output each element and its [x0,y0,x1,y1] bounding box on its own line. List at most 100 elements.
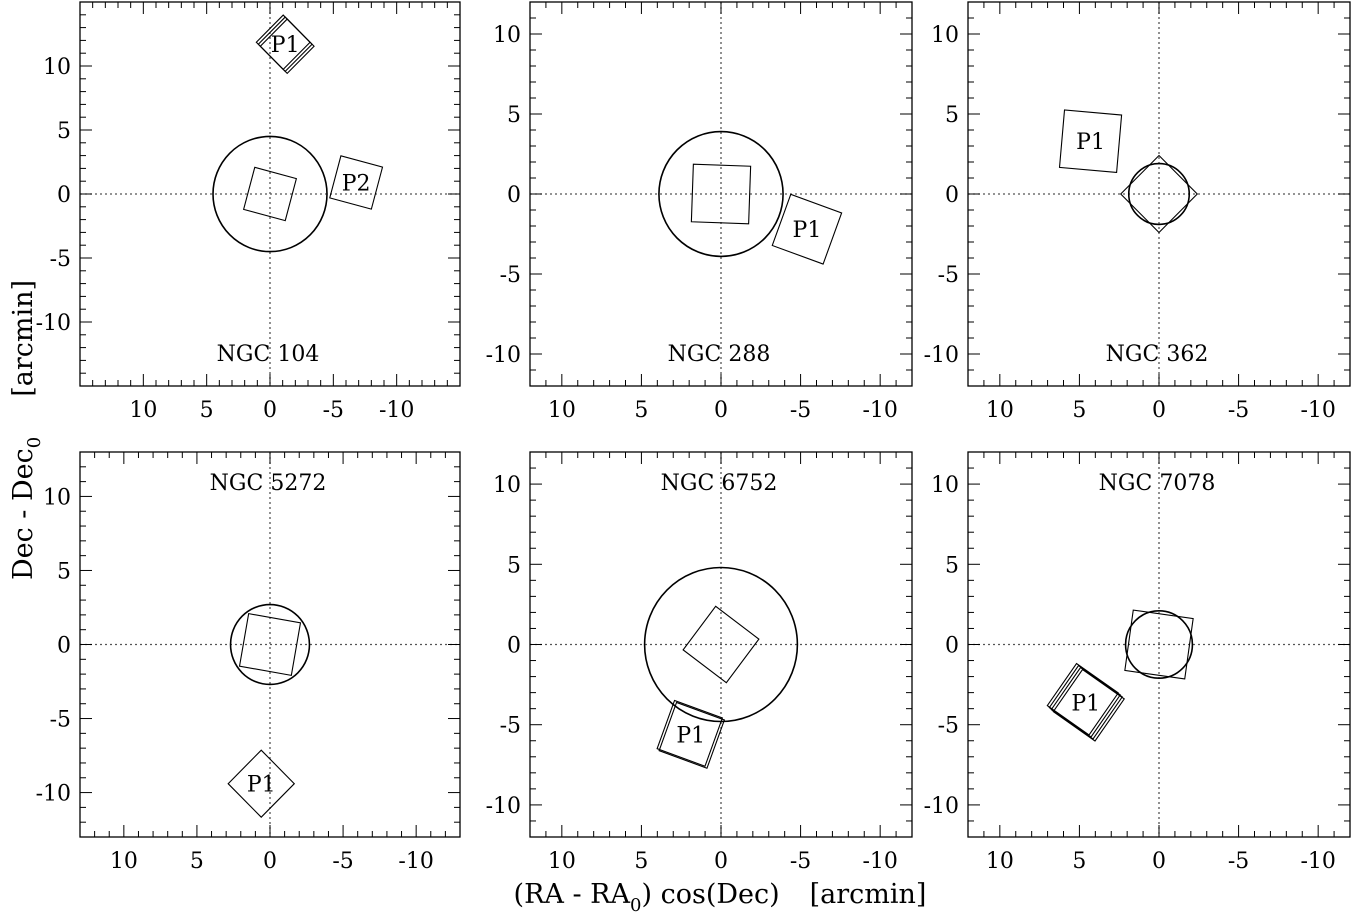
x-tick-label: -10 [1300,398,1335,423]
y-tick-label: 10 [43,55,71,80]
y-tick-label: 0 [507,183,521,208]
y-tick-label: 0 [945,634,959,659]
x-tick-label: 10 [986,849,1014,874]
y-tick-label: 5 [57,559,71,584]
panel-title: NGC 104 [217,342,320,367]
central-pointing-square [690,163,752,225]
y-tick-label: -10 [36,311,71,336]
x-tick-label: -5 [1228,849,1249,874]
x-axis-title-tail: ) cos(Dec) [641,879,779,910]
x-tick-label: 10 [110,849,138,874]
y-tick-label: 0 [507,634,521,659]
central-pointing-square [242,166,298,222]
fov-circle [1127,162,1191,226]
fov-circle [658,130,784,258]
y-tick-label: 0 [945,183,959,208]
panel-2: 10 5 0 -5 -10 10 5 0 -5 -10 P1 NGC 362 [924,1,1351,423]
panel-0: 10 5 0 -5 -10 10 5 0 -5 -10 P1 P2 NGC 104 [36,1,461,423]
panel-title: NGC 288 [668,342,771,367]
panel-title: NGC 7078 [1099,471,1216,496]
y-axis-title: Dec - Dec0 [arcmin] [8,280,45,580]
y-tick-label: 10 [931,23,959,48]
panel-4: 10 5 0 -5 -10 10 5 0 -5 -10 P1 NGC 6752 [486,451,913,874]
x-axis-title-main: (RA - RA [514,879,631,910]
y-tick-label: 10 [931,473,959,498]
x-tick-label: -5 [790,398,811,423]
pointing-label: P1 [1071,691,1100,716]
pointing-label: P1 [676,723,705,748]
panel-title: NGC 6752 [661,471,778,496]
x-tick-label: 10 [548,398,576,423]
x-axis-title-sub: 0 [630,895,641,915]
panel-frame [967,1,1351,387]
x-tick-label: 10 [548,849,576,874]
x-axis-title: (RA - RA0) cos(Dec) [arcmin] [514,879,927,915]
pointing-square [658,701,726,769]
y-tick-label: 10 [43,485,71,510]
central-pointing-square [238,612,302,677]
panel-frame [529,451,913,838]
panel-5: 10 5 0 -5 -10 10 5 0 -5 -10 P1 NGC 7078 [924,451,1351,874]
pointing-label: P1 [1076,130,1105,155]
y-tick-label: 0 [57,183,71,208]
pointing-square [259,18,315,75]
y-axis-title-main: Dec - Dec [8,448,39,580]
pointing-label: P1 [793,218,822,243]
panel-frame [529,1,913,387]
x-tick-label: -10 [1300,849,1335,874]
x-tick-label: 0 [1152,849,1166,874]
y-tick-label: -10 [924,343,959,368]
pointing-label: P1 [271,33,300,58]
y-tick-label: -5 [500,263,521,288]
pointing-square [1052,668,1126,742]
x-tick-label: -5 [1228,398,1249,423]
y-tick-label: -10 [486,343,521,368]
y-tick-label: -10 [36,782,71,807]
y-tick-label: 10 [493,23,521,48]
x-tick-label: -10 [862,398,897,423]
pointing-square [227,749,296,818]
y-tick-label: 10 [493,473,521,498]
central-pointing-square [1119,154,1199,234]
y-tick-label: -5 [50,247,71,272]
x-tick-label: -5 [790,849,811,874]
x-tick-label: 5 [1072,849,1086,874]
x-tick-label: 0 [1152,398,1166,423]
y-tick-label: 0 [57,634,71,659]
fov-circle [1124,610,1194,679]
pointing-square [771,193,843,265]
x-axis-title-unit: [arcmin] [810,879,927,910]
panel-frame [79,1,461,387]
y-tick-label: 5 [507,103,521,128]
panel-title: NGC 362 [1106,342,1209,367]
x-tick-label: 10 [986,398,1014,423]
y-axis-title-unit: [arcmin] [8,280,39,397]
y-tick-label: 5 [945,103,959,128]
panel-frame [79,451,461,838]
y-tick-label: -5 [938,714,959,739]
y-tick-label: -10 [924,794,959,819]
y-tick-label: -5 [500,714,521,739]
pointing-label: P1 [247,773,276,798]
x-tick-label: 5 [190,849,204,874]
x-tick-label: 5 [634,398,648,423]
y-tick-label: 5 [57,119,71,144]
x-tick-label: 0 [263,398,277,423]
y-tick-label: -5 [938,263,959,288]
fov-circle [229,603,311,686]
central-pointing-square [1124,609,1194,680]
pointing-square [1058,109,1123,173]
x-tick-label: 5 [634,849,648,874]
x-tick-label: -10 [862,849,897,874]
x-tick-label: -5 [323,398,344,423]
pointing-label: P2 [342,171,371,196]
x-tick-label: -10 [398,849,433,874]
x-tick-label: 5 [1072,398,1086,423]
fov-circle [212,135,328,253]
x-tick-label: 0 [714,398,728,423]
x-tick-label: 10 [129,398,157,423]
panel-1: 10 5 0 -5 -10 10 5 0 -5 -10 P1 NGC 288 [486,1,913,423]
central-pointing-square [682,605,760,684]
